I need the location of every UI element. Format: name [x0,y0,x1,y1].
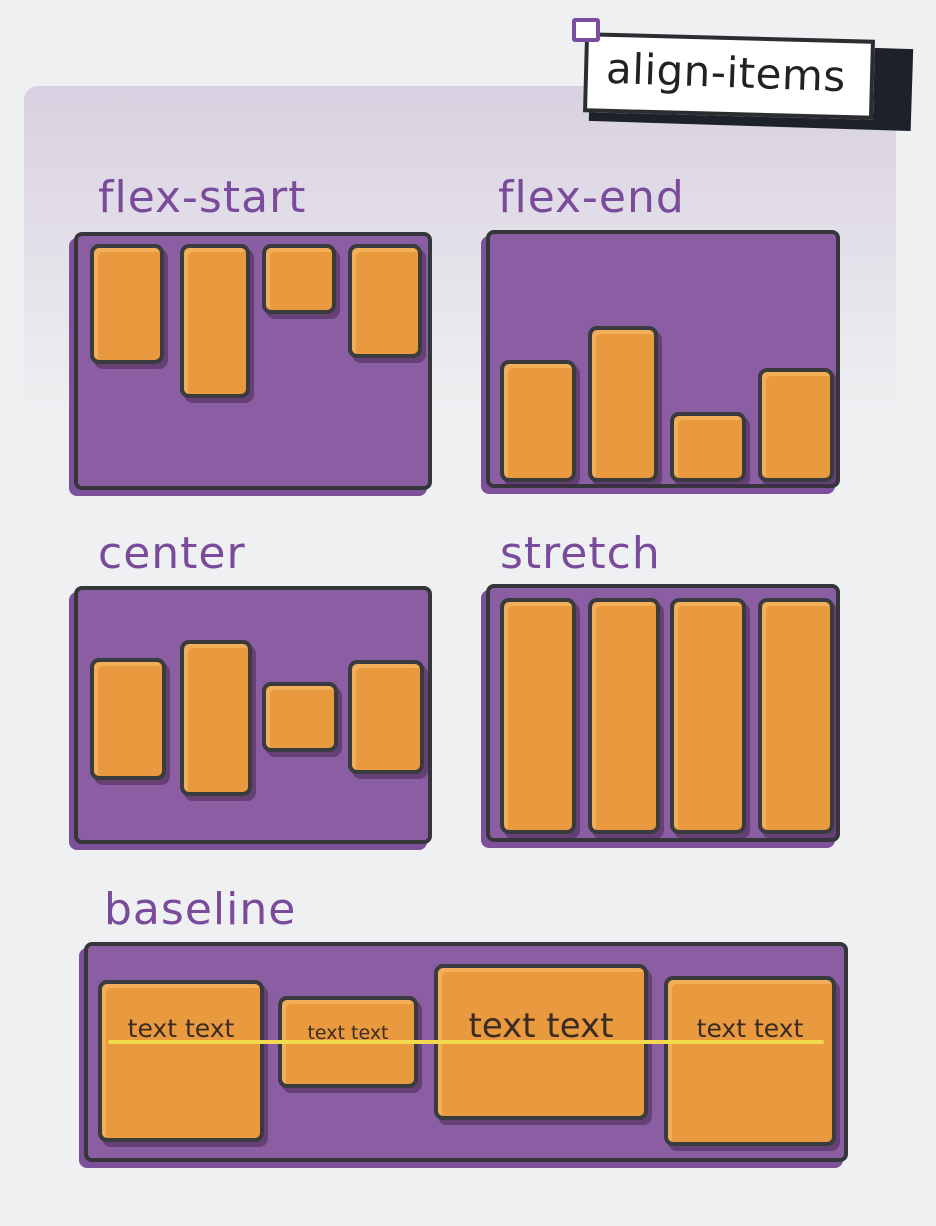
center-label: center [98,528,246,579]
flex-start-item-2 [180,244,250,398]
flex-start-item-1 [90,244,164,364]
baseline-item-4: text text [664,976,836,1146]
baseline-container: text text text text text text text text [84,942,848,1162]
stretch-label: stretch [500,528,661,579]
flex-end-item-1 [500,360,576,482]
flex-start-label: flex-start [98,172,307,223]
baseline-item-1-text: text text [127,1014,235,1043]
stretch-container [486,584,840,842]
center-item-1 [90,658,166,780]
stretch-item-3 [670,598,746,834]
baseline-item-2-text: text text [307,1022,389,1044]
stretch-item-1 [500,598,576,834]
flex-start-item-4 [348,244,422,358]
center-item-4 [348,660,424,774]
title-tag: align-items [572,18,932,138]
flex-end-item-3 [670,412,746,482]
stretch-item-2 [588,598,660,834]
baseline-item-1: text text [98,980,264,1142]
flex-start-item-3 [262,244,336,314]
flex-end-item-2 [588,326,658,482]
page-title: align-items [605,43,847,102]
center-container [74,586,432,844]
flex-end-item-4 [758,368,834,482]
flex-start-container [74,232,432,490]
baseline-item-4-text: text text [696,1014,804,1043]
baseline-item-3-text: text text [468,1006,614,1046]
tag-corner-square-icon [572,18,600,42]
center-item-3 [262,682,338,752]
baseline-line [108,1040,824,1044]
flex-end-container [486,230,840,488]
center-item-2 [180,640,252,796]
stretch-item-4 [758,598,834,834]
flex-end-label: flex-end [498,172,685,223]
baseline-label: baseline [104,884,297,935]
